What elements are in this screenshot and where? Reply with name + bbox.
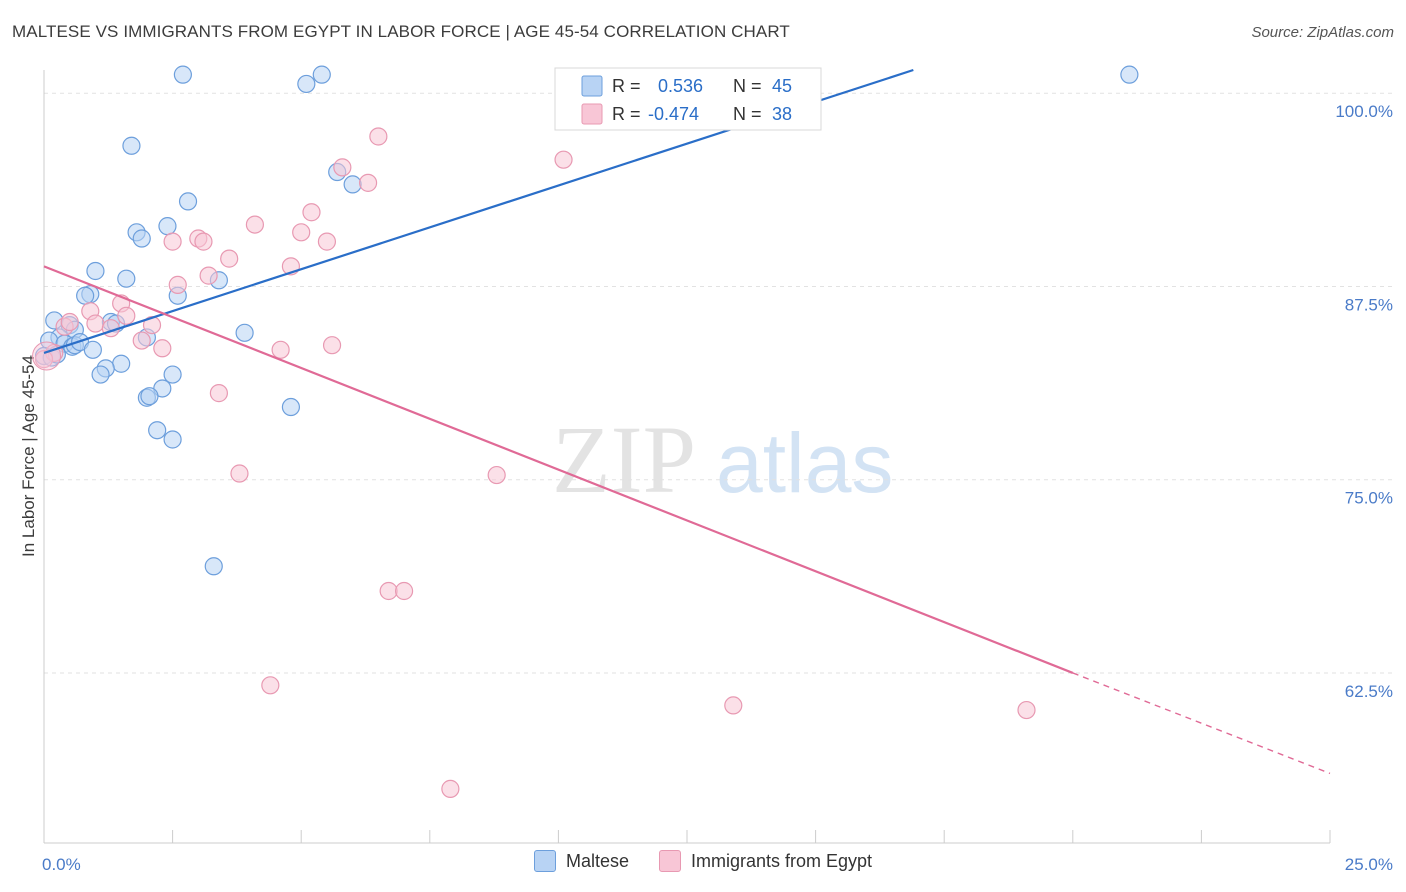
point-maltese [132, 229, 151, 248]
watermark-zip: ZIP [552, 406, 696, 513]
point-egypt [317, 232, 337, 251]
legend-swatch-maltese [581, 75, 603, 97]
point-egypt [230, 464, 249, 483]
point-egypt [554, 150, 573, 169]
legend-r-label-1: R = [612, 76, 641, 96]
point-egypt [369, 127, 388, 146]
point-egypt [487, 465, 506, 485]
point-egypt [194, 232, 213, 251]
bottom-legend-swatch-egypt [658, 850, 681, 872]
legend-r-value-2: -0.474 [648, 104, 699, 124]
y-axis-title: In Labor Force | Age 45-54 [19, 355, 38, 557]
point-egypt [358, 173, 378, 192]
point-egypt [322, 336, 342, 355]
y-axis-tick-labels: 100.0% 87.5% 75.0% 62.5% [1335, 102, 1393, 701]
legend-n-label-2: N = [733, 104, 762, 124]
point-egypt [302, 203, 321, 222]
y-tick-label: 75.0% [1345, 489, 1393, 508]
point-egypt [142, 315, 162, 335]
y-tick-label: 100.0% [1335, 102, 1393, 121]
point-egypt [271, 340, 290, 359]
legend-n-value-2: 38 [772, 104, 792, 124]
point-egypt [1017, 700, 1036, 720]
legend-n-value-1: 45 [772, 76, 792, 96]
point-egypt [261, 676, 280, 695]
point-egypt [32, 341, 62, 371]
point-maltese [148, 421, 167, 440]
point-egypt [441, 779, 460, 798]
x-tick-label: 0.0% [42, 855, 81, 874]
gridlines [44, 92, 1392, 674]
point-maltese [117, 269, 136, 288]
point-egypt [168, 275, 187, 294]
point-maltese [122, 136, 141, 155]
bottom-legend: Maltese Immigrants from Egypt [0, 850, 1406, 872]
point-maltese [312, 65, 331, 84]
trend-line-egypt-extension [1072, 672, 1331, 775]
point-egypt [117, 306, 136, 325]
point-maltese [163, 430, 182, 449]
point-egypt [379, 581, 398, 601]
point-egypt [209, 384, 228, 403]
point-egypt [333, 158, 352, 177]
y-tick-label: 62.5% [1345, 682, 1393, 701]
x-axis-ticks [43, 830, 1331, 843]
point-egypt [132, 331, 151, 350]
point-egypt [199, 266, 218, 285]
point-egypt [220, 249, 239, 268]
point-maltese [1120, 65, 1139, 84]
point-egypt [60, 312, 79, 332]
point-maltese [235, 323, 254, 342]
point-maltese [112, 354, 131, 373]
stats-legend: R = 0.536 N = 45 R = -0.474 N = 38 [554, 67, 822, 131]
x-axis-tick-labels: 0.0% 25.0% [42, 855, 1393, 874]
point-maltese [178, 192, 198, 211]
bottom-legend-swatch-maltese [533, 850, 556, 872]
point-maltese [173, 65, 192, 84]
legend-swatch-egypt [581, 103, 603, 125]
legend-r-value-1: 0.536 [658, 76, 703, 96]
point-maltese [281, 397, 301, 417]
point-maltese [76, 286, 95, 305]
legend-n-label-1: N = [733, 76, 762, 96]
point-egypt [153, 339, 172, 358]
point-maltese [163, 365, 182, 384]
x-tick-label: 25.0% [1345, 855, 1393, 874]
watermark-atlas: atlas [716, 416, 893, 510]
point-egypt [245, 215, 265, 234]
bottom-legend-label-egypt: Immigrants from Egypt [690, 850, 873, 871]
source-label: Source: ZipAtlas.com [1251, 24, 1394, 41]
chart-title: MALTESE VS IMMIGRANTS FROM EGYPT IN LABO… [12, 22, 790, 41]
point-egypt [34, 350, 54, 369]
y-tick-label: 87.5% [1345, 295, 1393, 314]
bottom-legend-egypt: Immigrants from Egypt [658, 850, 873, 872]
point-egypt [292, 223, 311, 242]
point-maltese [297, 74, 316, 94]
point-maltese [91, 365, 110, 384]
series-egypt-points [32, 127, 1036, 798]
point-egypt [724, 696, 743, 715]
point-maltese [158, 217, 177, 236]
point-maltese [86, 261, 105, 281]
trend-line-egypt [43, 265, 1074, 674]
bottom-legend-label-maltese: Maltese [565, 850, 629, 871]
bottom-legend-maltese: Maltese [533, 850, 629, 872]
point-egypt [86, 314, 105, 333]
point-egypt [163, 232, 182, 251]
legend-r-label-2: R = [612, 104, 641, 124]
point-maltese [140, 387, 159, 406]
point-egypt [394, 581, 414, 601]
point-maltese [343, 175, 362, 194]
point-maltese [83, 340, 102, 359]
point-maltese [204, 557, 223, 576]
